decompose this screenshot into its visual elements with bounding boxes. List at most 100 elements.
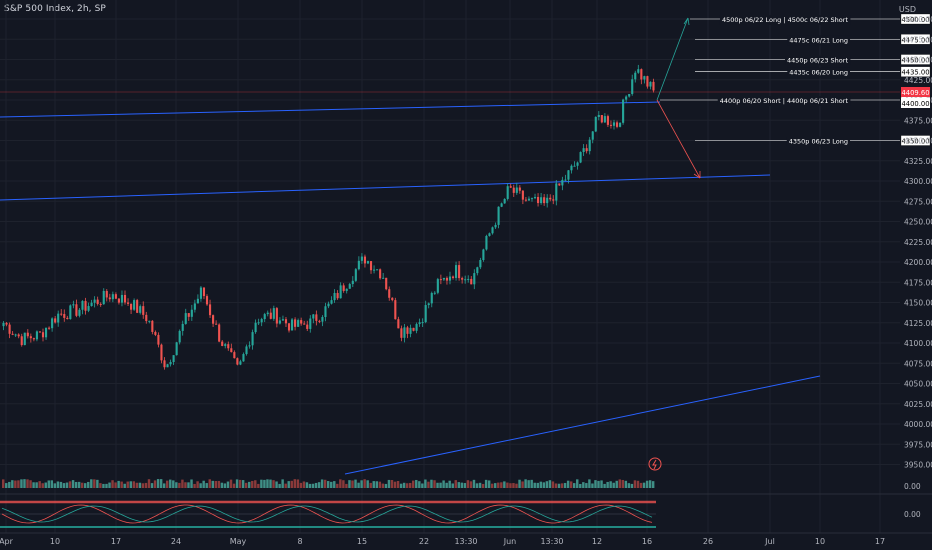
volume-bar bbox=[585, 483, 588, 488]
candle-body bbox=[278, 320, 281, 324]
volume-bar bbox=[633, 480, 637, 488]
volume-bar bbox=[466, 480, 470, 488]
candle-body bbox=[579, 152, 582, 163]
candle-body bbox=[482, 249, 485, 261]
candle-body bbox=[263, 314, 266, 320]
x-tick-label: 15 bbox=[357, 537, 367, 546]
candle-body bbox=[300, 320, 303, 324]
volume-bar bbox=[35, 482, 38, 488]
candle-body bbox=[327, 303, 330, 307]
volume-bar bbox=[381, 483, 385, 488]
volume-bar bbox=[639, 482, 643, 488]
volume-bar bbox=[557, 483, 561, 488]
candle-body bbox=[35, 331, 38, 340]
volume-bar bbox=[80, 482, 84, 488]
volume-bar bbox=[220, 482, 224, 488]
volume-bar bbox=[366, 480, 369, 488]
volume-bar bbox=[123, 483, 126, 488]
y-tick-label: 4325.00 bbox=[904, 157, 932, 166]
volume-bar bbox=[159, 479, 163, 488]
volume-bar bbox=[44, 482, 47, 488]
volume-bar bbox=[102, 483, 105, 488]
x-tick-label: 22 bbox=[419, 537, 429, 546]
volume-bar bbox=[53, 483, 57, 488]
volume-bar bbox=[530, 479, 533, 488]
candle-body bbox=[561, 179, 564, 186]
candle-body bbox=[236, 358, 239, 365]
level-value-tag: 4500.00 bbox=[900, 13, 931, 25]
volume-bar bbox=[418, 481, 421, 488]
candle-body bbox=[333, 292, 336, 301]
candle-body bbox=[275, 308, 278, 324]
volume-bar bbox=[32, 482, 35, 488]
volume-bar bbox=[169, 479, 172, 488]
volume-bar bbox=[281, 479, 284, 488]
candle-body bbox=[51, 318, 54, 329]
candle-body bbox=[224, 344, 227, 346]
level-label-bg bbox=[719, 15, 851, 25]
candle-body bbox=[248, 345, 251, 347]
level-label: 4450p 06/23 Short bbox=[787, 57, 848, 65]
volume-bar bbox=[582, 482, 585, 488]
candle-body bbox=[233, 352, 236, 359]
volume-bar bbox=[74, 481, 78, 488]
candle-body bbox=[564, 179, 567, 181]
candle-body bbox=[591, 131, 594, 140]
trendlines[interactable] bbox=[0, 91, 900, 475]
alert-icon[interactable] bbox=[648, 457, 662, 471]
volume-bar bbox=[193, 483, 196, 488]
lower-trendline[interactable] bbox=[0, 174, 771, 201]
candle-body bbox=[512, 187, 515, 193]
candle-body bbox=[184, 313, 187, 324]
time-axis[interactable]: Apr 10 17 24 May 8 15 22 13:30 Jun 13:30 12 16 26 Jul 1… bbox=[0, 532, 932, 546]
candle-body bbox=[366, 261, 370, 264]
volume-bar bbox=[539, 481, 543, 488]
volume-bar bbox=[503, 481, 506, 488]
candle-body bbox=[57, 313, 60, 323]
candle-body bbox=[442, 277, 445, 280]
candle-body bbox=[199, 287, 203, 299]
volume-bar bbox=[618, 479, 621, 488]
level-label-bg bbox=[717, 96, 851, 106]
candle-body bbox=[205, 296, 209, 305]
volume-bar bbox=[481, 483, 485, 488]
candle-body bbox=[114, 294, 117, 299]
candle-body bbox=[500, 203, 503, 207]
volume-bar bbox=[408, 482, 412, 488]
y-tick-label: 4225.00 bbox=[904, 238, 932, 247]
upper-trendline[interactable] bbox=[0, 101, 661, 118]
candle-body bbox=[215, 323, 218, 325]
volume-bar bbox=[296, 479, 300, 488]
candle-body bbox=[400, 328, 403, 338]
price-axis[interactable]: 3950.00 3975.00 4000.00 4025.00 4050.00 4075.… bbox=[904, 15, 932, 470]
support-trendline[interactable] bbox=[344, 375, 821, 475]
x-tick-label: 17 bbox=[875, 537, 885, 546]
volume-bar bbox=[354, 479, 357, 488]
x-tick-label: 13:30 bbox=[454, 537, 477, 546]
candle-body bbox=[306, 324, 309, 329]
candle-body bbox=[38, 331, 42, 333]
volume-bar bbox=[175, 482, 178, 488]
candle-body bbox=[260, 319, 263, 323]
volume-bar bbox=[326, 481, 330, 488]
candle-body bbox=[284, 319, 288, 324]
candle-body bbox=[357, 260, 360, 270]
candle-body bbox=[17, 334, 20, 337]
candle-body bbox=[515, 187, 518, 193]
volume-bar bbox=[59, 481, 63, 488]
volume-bar bbox=[284, 483, 287, 488]
level-label: 4500p 06/22 Long | 4500c 06/22 Short bbox=[722, 16, 848, 24]
candle-body bbox=[555, 183, 558, 201]
volume-bar bbox=[275, 481, 278, 488]
candle-body bbox=[303, 323, 306, 325]
volume-bar bbox=[566, 480, 570, 488]
volume-bar bbox=[472, 479, 476, 488]
volume-bar bbox=[597, 480, 600, 488]
candle-body bbox=[117, 298, 120, 303]
x-tick-label: 16 bbox=[642, 537, 652, 546]
volume-bar bbox=[135, 482, 139, 488]
candle-body bbox=[597, 115, 600, 117]
volume-bar bbox=[494, 483, 497, 488]
volume-bar bbox=[512, 483, 515, 488]
